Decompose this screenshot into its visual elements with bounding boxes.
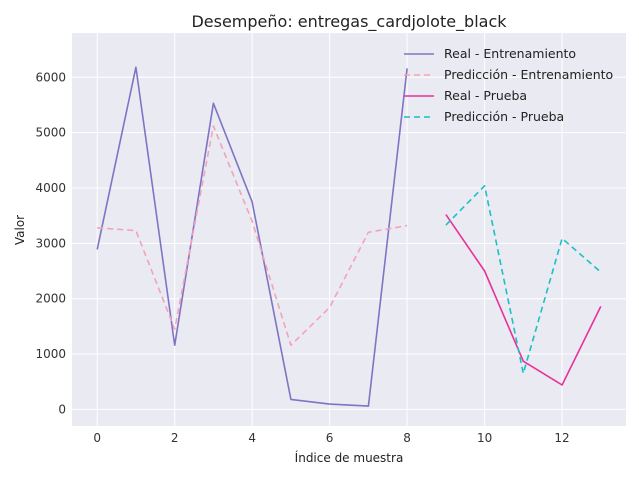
x-tick-label: 10 <box>477 431 492 445</box>
x-tick-label: 12 <box>554 431 569 445</box>
chart-title: Desempeño: entregas_cardjolote_black <box>191 12 507 32</box>
y-tick-label: 4000 <box>35 181 66 195</box>
y-ticks: 0 1000 2000 3000 4000 5000 6000 <box>35 70 66 416</box>
y-tick-label: 6000 <box>35 70 66 84</box>
legend-label: Real - Prueba <box>444 88 527 103</box>
x-tick-label: 2 <box>171 431 179 445</box>
legend-label: Predicción - Entrenamiento <box>444 67 613 82</box>
x-axis-label: Índice de muestra <box>295 450 404 465</box>
x-tick-label: 0 <box>93 431 101 445</box>
legend-label: Predicción - Prueba <box>444 109 564 124</box>
series-line-4 <box>445 185 602 375</box>
series-line-2 <box>97 125 408 347</box>
grid <box>72 33 626 426</box>
x-tick-label: 8 <box>403 431 411 445</box>
y-tick-label: 3000 <box>35 236 66 250</box>
legend-label: Real - Entrenamiento <box>444 46 576 61</box>
y-tick-label: 1000 <box>35 347 66 361</box>
x-tick-label: 6 <box>326 431 334 445</box>
series-line-3 <box>445 214 602 386</box>
series-line-1 <box>96 66 408 407</box>
y-tick-label: 5000 <box>35 126 66 140</box>
y-axis-label: Valor <box>13 215 27 245</box>
plot-area <box>72 33 626 426</box>
y-tick-label: 0 <box>58 402 66 416</box>
x-ticks: 0 2 4 6 8 10 12 <box>93 431 569 445</box>
y-tick-label: 2000 <box>35 292 66 306</box>
series-layer <box>96 66 602 407</box>
legend: Real - Entrenamiento Predicción - Entrena… <box>404 46 613 124</box>
x-tick-label: 4 <box>248 431 256 445</box>
